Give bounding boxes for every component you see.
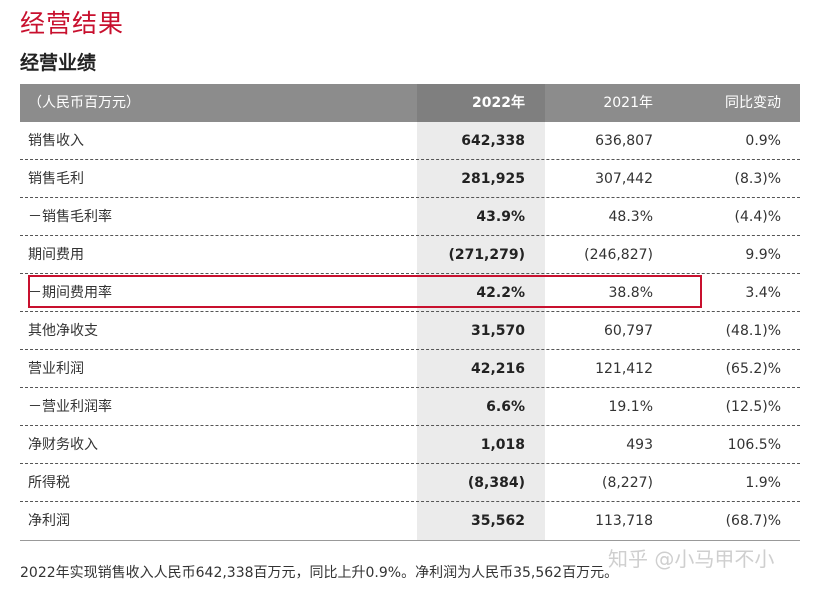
table-row: 其他净收支 31,570 60,797 (48.1)% — [20, 312, 800, 350]
value-2021: 19.1% — [608, 399, 653, 415]
row-label: 净财务收入 — [28, 437, 98, 453]
value-2022: 6.6% — [417, 388, 545, 426]
value-change: (68.7)% — [725, 513, 781, 529]
header-unit: （人民币百万元） — [28, 95, 140, 111]
value-2022: (271,279) — [417, 236, 545, 274]
value-change: 106.5% — [727, 437, 781, 453]
table-row: 净财务收入 1,018 493 106.5% — [20, 426, 800, 464]
value-2021: 493 — [626, 437, 653, 453]
value-change: 9.9% — [745, 247, 781, 263]
header-change: 同比变动 — [725, 95, 781, 111]
value-2021: 113,718 — [595, 513, 653, 529]
value-2021: (8,227) — [601, 475, 653, 491]
highlight-box — [28, 275, 702, 308]
row-divider — [20, 349, 800, 350]
value-2022: 42,216 — [417, 350, 545, 388]
value-2021: 307,442 — [595, 171, 653, 187]
value-2022: 1,018 — [417, 426, 545, 464]
value-2021: 121,412 — [595, 361, 653, 377]
row-label: 净利润 — [28, 513, 70, 529]
row-divider — [20, 463, 800, 464]
table-row: －期间费用率 42.2% 38.8% 3.4% — [20, 274, 800, 312]
table-row: 销售毛利 281,925 307,442 (8.3)% — [20, 160, 800, 198]
header-2022: 2022年 — [417, 84, 545, 122]
value-change: (65.2)% — [725, 361, 781, 377]
value-2022: 35,562 — [417, 502, 545, 540]
row-divider — [20, 273, 800, 274]
value-2022: 31,570 — [417, 312, 545, 350]
row-label: 销售毛利 — [28, 171, 84, 187]
row-label: －期间费用率 — [28, 285, 112, 301]
header-2021: 2021年 — [603, 95, 653, 111]
row-divider — [20, 501, 800, 502]
watermark: 知乎 @小马甲不小 — [608, 547, 775, 571]
table-bottom-line — [20, 540, 800, 541]
row-divider — [20, 235, 800, 236]
row-divider — [20, 387, 800, 388]
row-label: 其他净收支 — [28, 323, 98, 339]
section-title: 经营结果 — [20, 9, 125, 38]
row-divider — [20, 425, 800, 426]
table-header: （人民币百万元） 2022年 2021年 同比变动 — [20, 84, 800, 122]
value-2021: 48.3% — [608, 209, 653, 225]
value-2021: 60,797 — [604, 323, 653, 339]
table-row: 所得税 (8,384) (8,227) 1.9% — [20, 464, 800, 502]
row-label: 销售收入 — [28, 133, 84, 149]
value-change: (48.1)% — [725, 323, 781, 339]
row-label: －营业利润率 — [28, 399, 112, 415]
footnote: 2022年实现销售收入人民币642,338百万元，同比上升0.9%。净利润为人民… — [20, 565, 619, 581]
value-change: (4.4)% — [734, 209, 782, 225]
table-row: 净利润 35,562 113,718 (68.7)% — [20, 502, 800, 540]
value-2022: 642,338 — [417, 122, 545, 160]
value-2022: 43.9% — [417, 198, 545, 236]
row-divider — [20, 159, 800, 160]
value-change: (12.5)% — [725, 399, 781, 415]
value-2021: (246,827) — [584, 247, 653, 263]
table-row: －营业利润率 6.6% 19.1% (12.5)% — [20, 388, 800, 426]
table-row: 营业利润 42,216 121,412 (65.2)% — [20, 350, 800, 388]
value-2022: (8,384) — [417, 464, 545, 502]
value-change: 0.9% — [745, 133, 781, 149]
value-2022: 281,925 — [417, 160, 545, 198]
row-label: 所得税 — [28, 475, 70, 491]
value-change: 1.9% — [745, 475, 781, 491]
value-change: 3.4% — [745, 285, 781, 301]
value-2021: 636,807 — [595, 133, 653, 149]
sub-title: 经营业绩 — [20, 52, 97, 74]
row-label: 营业利润 — [28, 361, 84, 377]
value-2021: 38.8% — [608, 285, 653, 301]
row-divider — [20, 311, 800, 312]
value-change: (8.3)% — [734, 171, 782, 187]
row-divider — [20, 197, 800, 198]
table-body: 销售收入 642,338 636,807 0.9% 销售毛利 281,925 307,442… — [20, 122, 800, 540]
table-row: －销售毛利率 43.9% 48.3% (4.4)% — [20, 198, 800, 236]
row-label: －销售毛利率 — [28, 209, 112, 225]
results-table: （人民币百万元） 2022年 2021年 同比变动 销售收入 642,338 636… — [20, 84, 800, 540]
value-2022: 42.2% — [417, 274, 545, 312]
table-row: 销售收入 642,338 636,807 0.9% — [20, 122, 800, 160]
table-row: 期间费用 (271,279) (246,827) 9.9% — [20, 236, 800, 274]
row-label: 期间费用 — [28, 247, 84, 263]
